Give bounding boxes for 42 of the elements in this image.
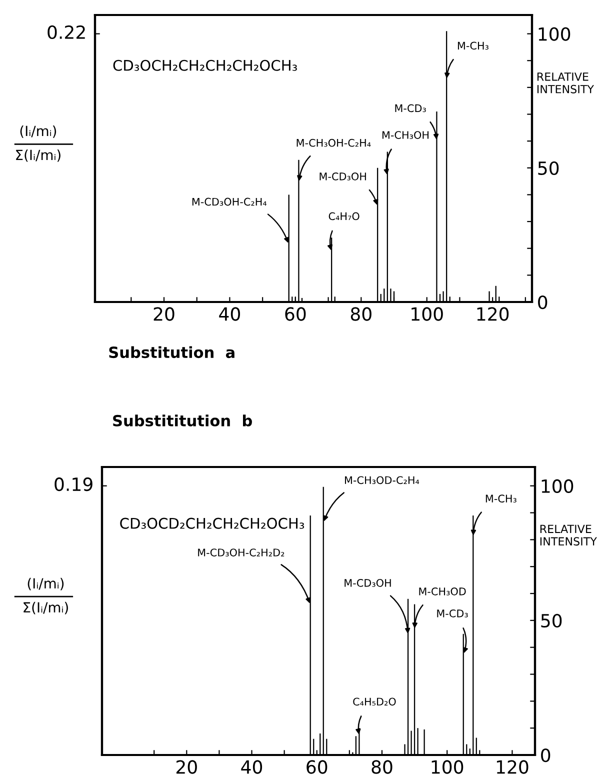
annotation: M-CD₃OH-C₂H₂D₂ <box>198 548 284 556</box>
annotation: M-CH₃OH-C₂H₄ <box>296 138 371 147</box>
y-axis-title: RELATIVE INTENSITY <box>540 524 597 546</box>
y-tick-label: 0 <box>538 295 548 310</box>
x-tick-label: 120 <box>496 760 528 774</box>
annotation: M-CD₃OH <box>320 172 366 180</box>
annotation: M-CD₃ <box>437 609 468 618</box>
y-tick-label: 100 <box>542 479 574 493</box>
annotation: M-CD₃OH <box>344 578 391 587</box>
chart-title: Substititution b <box>113 414 252 426</box>
annotation: M-CD₃ <box>395 104 426 112</box>
x-tick-label: 80 <box>372 760 392 774</box>
text: 0.19 <box>54 477 92 492</box>
annotation: M-CH₃ <box>458 42 488 50</box>
annotation: CD₃OCD₂CH₂CH₂CH₂OCH₃ <box>120 518 304 529</box>
x-tick-label: 20 <box>176 760 197 774</box>
annotation: CD₃OCH₂CH₂CH₂CH₂OCH₃ <box>113 60 297 71</box>
y-axis-title: RELATIVE INTENSITY <box>537 72 594 94</box>
x-tick-label: 100 <box>432 760 464 774</box>
x-tick-label: 80 <box>350 307 372 321</box>
y-tick-label: 0 <box>541 748 550 762</box>
y-tick-label: 50 <box>541 614 562 628</box>
annotation: M-CH₃OD <box>419 587 466 596</box>
y-tick-label: 100 <box>538 27 570 41</box>
annotation: C₄H₅D₂O <box>353 698 396 706</box>
x-tick-label: 120 <box>477 307 509 321</box>
y-tick-label: 50 <box>538 161 559 176</box>
y2-axis-title: (Iᵢ/mᵢ) Σ(Iᵢ/mᵢ) <box>24 578 68 614</box>
x-tick-label: 100 <box>412 307 443 321</box>
x-tick-label: 60 <box>306 760 328 774</box>
x-tick-label: 60 <box>285 307 306 321</box>
annotation: C₄H₇O <box>328 212 360 220</box>
x-tick-label: 20 <box>154 307 174 321</box>
text: 0.22 <box>48 25 85 40</box>
annotation: M-CH₃OH <box>382 131 428 139</box>
y2-axis-title: (Iᵢ/mᵢ) Σ(Iᵢ/mᵢ) <box>16 125 60 162</box>
annotation: M-CD₃OH-C₂H₄ <box>192 198 267 206</box>
text: Substitution a <box>109 346 234 358</box>
annotation: M-CH₃OD-C₂H₄ <box>345 476 420 484</box>
annotation: M-CH₃ <box>486 494 516 503</box>
x-tick-label: 40 <box>219 307 240 321</box>
x-tick-label: 40 <box>241 760 262 774</box>
